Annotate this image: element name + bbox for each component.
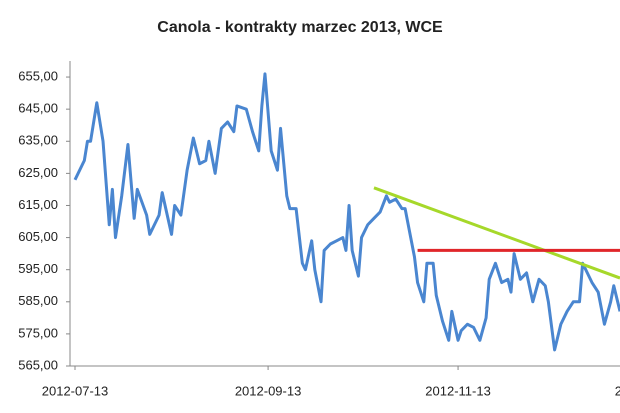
x-tick-label: 2012-11-13 <box>425 383 491 398</box>
x-tick-label: 2012-07-13 <box>42 383 109 398</box>
y-tick-label: 595,00 <box>18 261 58 276</box>
y-tick-label: 645,00 <box>18 101 58 116</box>
y-tick-label: 565,00 <box>18 357 58 372</box>
data-line <box>73 72 620 352</box>
chart-title: Canola - kontrakty marzec 2013, WCE <box>157 19 443 36</box>
y-tick-label: 635,00 <box>18 133 58 148</box>
annotation-line <box>373 186 620 280</box>
y-tick-label: 615,00 <box>18 197 58 212</box>
y-tick-label: 625,00 <box>18 165 58 180</box>
x-tick-label: 2012-09-13 <box>235 383 302 398</box>
y-tick-label: 605,00 <box>18 229 58 244</box>
x-tick-label: 2013-01-13 <box>615 383 620 398</box>
y-tick-label: 585,00 <box>18 293 58 308</box>
y-tick-label: 575,00 <box>18 325 58 340</box>
y-tick-label: 655,00 <box>18 68 58 83</box>
